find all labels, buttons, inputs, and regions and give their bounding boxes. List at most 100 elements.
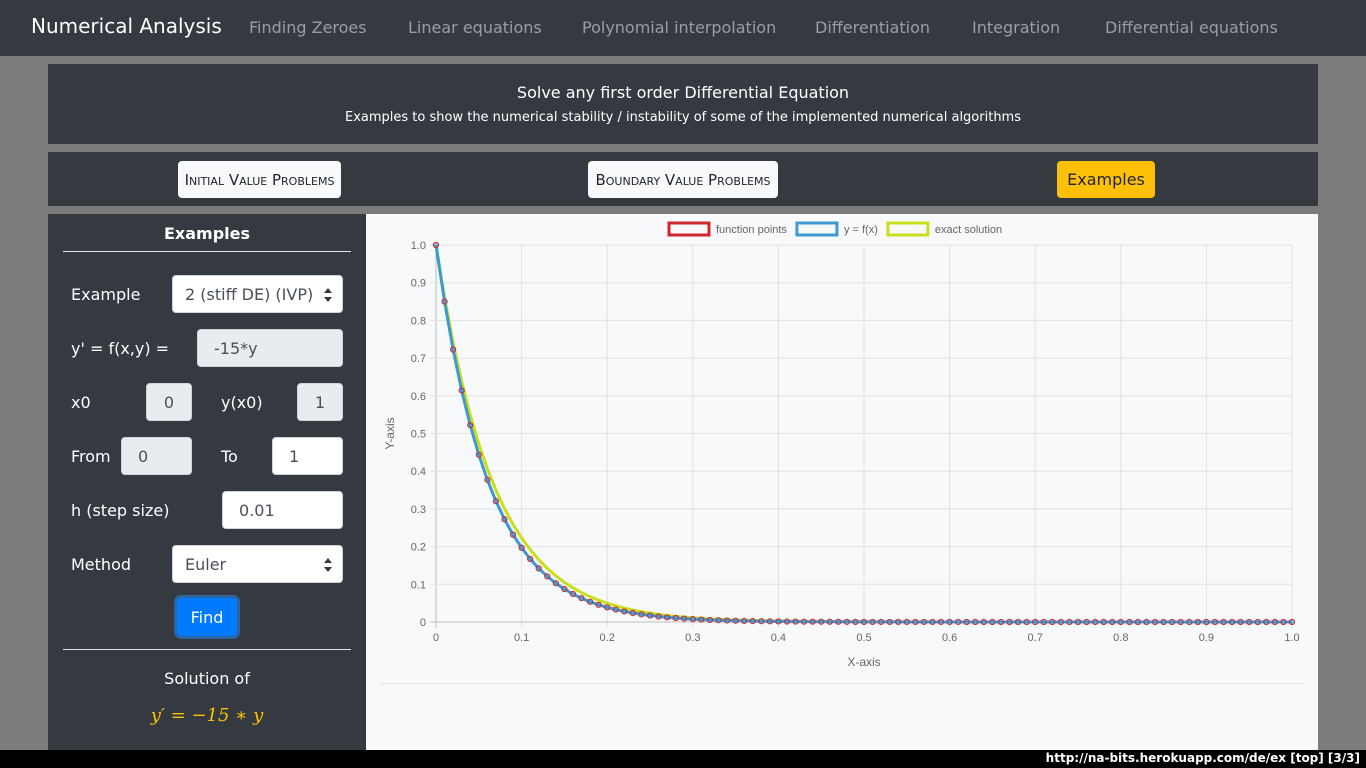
function-point [569,590,577,598]
legend-label: exact solution [935,224,1002,236]
nav-link-differentiation[interactable]: Differentiation [815,18,931,37]
y-tick-label: 0.7 [411,353,426,365]
function-point [1254,618,1261,626]
function-point [732,617,739,624]
legend-swatch [886,221,930,237]
tab-boundary-value-problems[interactable]: Boundary Value Problems [588,161,778,198]
chart-divider [381,683,1303,684]
x-axis-title: X-axis [847,655,880,669]
function-point [492,498,500,505]
function-point [835,618,842,625]
select-arrows-icon [324,288,332,302]
form-heading: Examples [63,224,351,252]
tab-initial-value-problems[interactable]: Initial Value Problems [178,161,341,198]
legend-swatch [795,221,839,237]
function-point [1220,618,1227,626]
function-point [1040,618,1047,626]
y-tick-label: 0.4 [411,466,426,478]
fxy-input[interactable]: -15*y [197,329,343,367]
function-point [1194,618,1201,626]
page-subtitle: Examples to show the numerical stability… [345,110,1021,125]
legend-label: y = f(x) [844,224,878,236]
function-point [1203,618,1210,626]
function-point [920,618,928,626]
function-point [1057,618,1064,626]
y-tick-label: 0.1 [411,579,426,591]
function-point [715,617,722,624]
function-point [1237,618,1244,626]
to-label: To [221,447,238,466]
function-point [766,618,773,625]
x-tick-label: 0.8 [1113,632,1128,644]
function-point [655,613,662,620]
example-select-value: 2 (stiff DE) (IVP) [185,284,314,304]
nav-link-polynomial-interpolation[interactable]: Polynomial interpolation [582,18,777,37]
yx0-input[interactable]: 1 [297,383,343,421]
method-select[interactable]: Euler [172,545,343,583]
function-point [638,611,645,618]
function-point [895,618,902,626]
browser-statusbar: http://na-bits.herokuapp.com/de/ex [top]… [0,750,1366,768]
function-point [586,598,594,605]
nav-link-linear-equations[interactable]: Linear equations [408,18,542,37]
y-axis-title: Y-axis [383,417,397,449]
function-point [929,618,936,626]
function-point [1246,618,1253,626]
function-point [672,614,679,622]
function-point [800,618,808,625]
nav-link-differential-equations[interactable]: Differential equations [1105,18,1278,37]
function-point [937,618,945,626]
examples-form-panel: Examples Example 2 (stiff DE) (IVP) y' =… [48,214,366,750]
function-point [1169,618,1176,626]
function-point [458,387,465,394]
function-point [878,618,885,626]
brand-title[interactable]: Numerical Analysis [31,14,222,38]
function-point [1032,618,1039,626]
x-tick-label: 0.9 [1199,632,1214,644]
function-point [749,617,756,625]
function-point [903,618,910,626]
function-point [578,595,585,602]
function-point [980,618,987,626]
function-point [1211,618,1219,626]
function-point [689,616,696,623]
function-point [527,555,534,563]
y-tick-label: 0.8 [411,315,426,327]
function-point [826,618,833,625]
nav-link-finding-zeroes[interactable]: Finding Zeroes [249,18,367,37]
function-point [432,241,440,249]
function-point [1092,618,1099,626]
solution-equation: y′ = −15 ∗ y [150,705,264,726]
function-point [681,615,688,622]
function-point [758,618,765,625]
function-point [612,606,619,613]
function-point [1126,618,1133,626]
function-point [852,618,859,625]
from-input[interactable]: 0 [121,437,192,475]
step-size-input[interactable]: 0.01 [222,491,343,529]
function-point [621,608,628,615]
function-point [1074,618,1082,626]
fxy-label: y' = f(x,y) = [71,339,170,358]
function-point [989,618,996,626]
y-tick-label: 0.5 [411,429,426,441]
function-point [1151,618,1159,626]
function-point [741,617,748,625]
tab-examples[interactable]: Examples [1057,161,1155,198]
find-button[interactable]: Find [177,598,237,636]
example-select[interactable]: 2 (stiff DE) (IVP) [172,275,343,313]
function-point [1271,618,1278,626]
x-tick-label: 0 [433,632,439,644]
function-point [518,544,525,551]
function-point [706,616,714,624]
to-input[interactable]: 1 [272,437,343,475]
step-size-label: h (step size) [71,501,170,520]
function-point [544,573,551,580]
status-url: http://na-bits.herokuapp.com/de/ex [top]… [1045,751,1360,765]
function-point [792,618,799,625]
nav-link-integration[interactable]: Integration [972,18,1061,37]
function-point [475,451,482,458]
y-tick-label: 1.0 [411,240,426,252]
x0-input[interactable]: 0 [146,383,192,421]
function-point [535,565,542,572]
